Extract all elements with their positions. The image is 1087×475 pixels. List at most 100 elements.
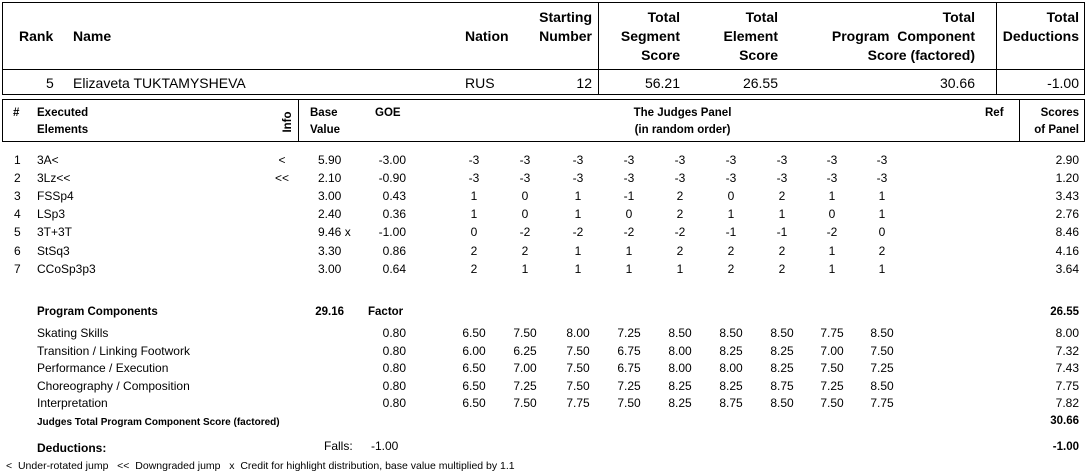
- judge-mark: 2: [676, 243, 684, 258]
- judge-mark: 7.25: [617, 326, 641, 340]
- judge-mark: -3: [725, 153, 737, 167]
- components-total-label: Judges Total Program Component Score (fa…: [37, 417, 280, 428]
- judge-mark: 2: [778, 243, 786, 258]
- judge-mark: 1: [727, 207, 735, 222]
- judge-mark: 8.75: [770, 378, 794, 393]
- falls-label: Falls:: [324, 439, 353, 453]
- judge-mark: 2: [470, 243, 478, 258]
- judges-panel-header: The Judges Panel (in random order): [633, 107, 732, 136]
- component-factor: 0.80: [382, 326, 406, 340]
- ref-header: Ref: [985, 107, 1004, 119]
- element-base-value: 9.46 x: [318, 225, 351, 240]
- judge-mark: -2: [826, 225, 838, 240]
- nation-header: Nation: [465, 28, 509, 44]
- executed-elements-header: Executed Elements: [37, 107, 89, 136]
- component-row: Interpretation 0.80 6.50 7.50 7.75 7.50 8.25 8.…: [0, 395, 1087, 413]
- judge-mark: 8.50: [719, 326, 743, 340]
- judge-mark: 1: [828, 261, 836, 276]
- judge-mark: -3: [468, 171, 480, 186]
- judge-mark: 6.50: [462, 326, 486, 340]
- judge-mark: 1: [574, 261, 582, 276]
- element-number: 1: [14, 153, 21, 167]
- judge-mark: 6.50: [462, 378, 486, 393]
- judge-mark: 8.25: [719, 343, 743, 358]
- judge-mark: -3: [776, 171, 788, 186]
- footnote: < Under-rotated jump << Downgraded jump …: [6, 460, 515, 472]
- element-name: FSSp4: [37, 189, 74, 204]
- judge-mark: 1: [574, 243, 582, 258]
- judge-mark: 8.50: [770, 326, 794, 340]
- judge-mark: 7.75: [820, 326, 844, 340]
- judge-mark: 6.75: [617, 361, 641, 376]
- skater-rank: 5: [46, 75, 54, 91]
- element-name: StSq3: [37, 243, 70, 258]
- deductions-value: -1.00: [1047, 75, 1079, 91]
- rank-header: Rank: [19, 28, 54, 44]
- component-score: 7.82: [1055, 396, 1079, 411]
- judge-mark: 2: [676, 189, 684, 204]
- element-name: LSp3: [37, 207, 66, 222]
- element-goe: -0.90: [378, 171, 406, 186]
- judge-mark: -3: [876, 171, 888, 186]
- judge-mark: 1: [574, 189, 582, 204]
- judge-mark: 6.75: [617, 343, 641, 358]
- component-factor: 0.80: [382, 378, 406, 393]
- element-row: 7 CCoSp3p3 3.00 0.64 2 1 1 1 1 2 2 1 1 3.64: [0, 261, 1087, 279]
- judge-mark: -3: [776, 153, 788, 167]
- element-panel-score: 1.20: [1055, 171, 1079, 186]
- judge-mark: 7.25: [820, 378, 844, 393]
- element-score-value: 26.55: [742, 75, 778, 91]
- element-panel-score: 3.43: [1055, 189, 1079, 204]
- factor-header: Factor: [368, 306, 404, 318]
- elements-score-total: 26.55: [1050, 306, 1079, 318]
- element-panel-score: 3.64: [1055, 261, 1079, 276]
- judge-mark: 7.50: [870, 343, 894, 358]
- judge-mark: 1: [676, 261, 684, 276]
- element-row: 5 3T+3T 9.46 x -1.00 0 -2 -2 -2 -2 -1 -1 -2 0 8.46: [0, 224, 1087, 242]
- judge-mark: 2: [727, 261, 735, 276]
- judge-mark: 6.00: [462, 343, 486, 358]
- element-row: 1 3A< <5.90 -3.00 -3 -3 -3 -3 -3 -3 -3 -3 -3 2.90: [0, 152, 1087, 170]
- judge-mark: 0: [625, 207, 633, 222]
- program-components-title: Program Components: [37, 306, 158, 318]
- judge-mark: -1: [776, 225, 788, 240]
- judge-mark: 0: [828, 207, 836, 222]
- judge-mark: 8.25: [719, 378, 743, 393]
- element-goe: 0.43: [382, 189, 406, 204]
- judge-mark: 1: [878, 261, 886, 276]
- judge-mark: 7.25: [870, 361, 894, 376]
- component-score: 7.43: [1055, 361, 1079, 376]
- num-header: #: [13, 107, 20, 119]
- element-base-value: 3.00: [318, 189, 342, 204]
- info-col-divider: [298, 99, 299, 142]
- element-row: 3 FSSp4 3.00 0.43 1 0 1 -1 2 0 2 1 1 3.43: [0, 188, 1087, 206]
- component-row: Transition / Linking Footwork 0.80 6.00 6.2…: [0, 343, 1087, 361]
- element-base-value: 3.00: [318, 261, 342, 276]
- judge-mark: 7.50: [566, 378, 590, 393]
- judge-mark: 7.50: [820, 361, 844, 376]
- judge-mark: 1: [470, 189, 478, 204]
- judge-mark: 2: [778, 261, 786, 276]
- base-value-header: Base Value: [310, 107, 341, 136]
- component-factor: 0.80: [382, 361, 406, 376]
- element-base-value: 2.10: [318, 171, 342, 186]
- deductions-header: Total Deductions: [1002, 9, 1079, 44]
- element-name: 3A<: [37, 153, 59, 167]
- judge-mark: 1: [521, 261, 529, 276]
- element-goe: -1.00: [378, 225, 406, 240]
- judge-mark: -3: [826, 171, 838, 186]
- component-row: Skating Skills 0.80 6.50 7.50 8.00 7.25 8.50 8.…: [0, 325, 1087, 343]
- component-row: Performance / Execution 0.80 6.50 7.00 7.50 6…: [0, 360, 1087, 378]
- element-number: 5: [14, 225, 21, 240]
- judge-mark: 0: [521, 189, 529, 204]
- judge-mark: -3: [674, 171, 686, 186]
- judge-mark: 6.50: [462, 396, 486, 411]
- judge-mark: -3: [623, 171, 635, 186]
- judge-mark: 8.50: [870, 326, 894, 340]
- component-score: 7.75: [1055, 378, 1079, 393]
- judge-mark: 2: [727, 243, 735, 258]
- element-base-value: 3.30: [318, 243, 342, 258]
- judge-mark: 8.25: [668, 378, 692, 393]
- segment-score-value: 56.21: [644, 75, 680, 91]
- judge-mark: 7.50: [513, 396, 537, 411]
